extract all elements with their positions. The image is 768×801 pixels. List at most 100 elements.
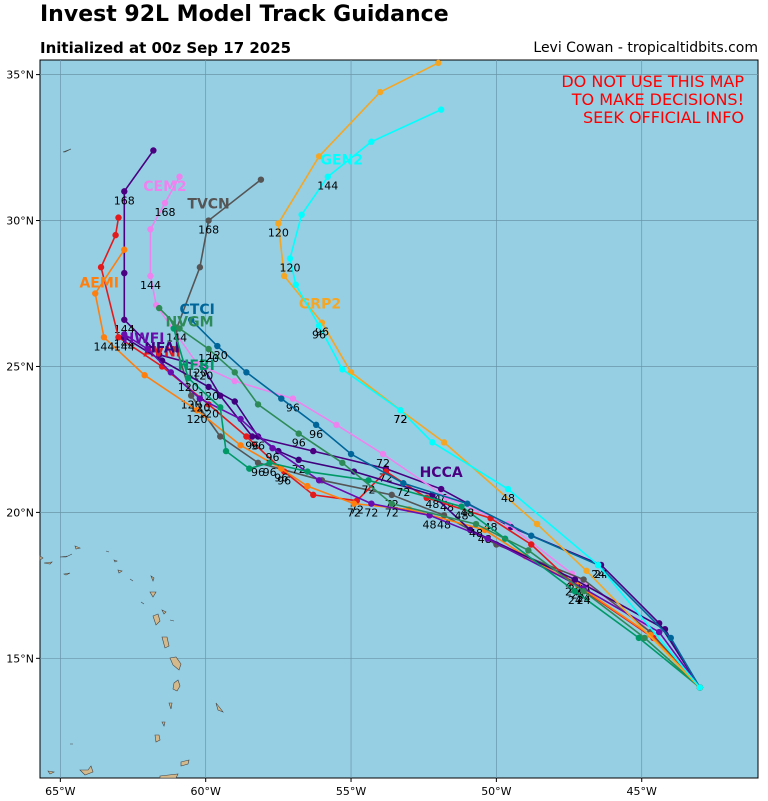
forecast-hour-label: 72 [376, 457, 390, 470]
lon-tick-label: 50°W [481, 785, 511, 798]
forecast-hour-label: 144 [140, 279, 161, 292]
track-point [121, 246, 128, 253]
lon-tick-label: 45°W [627, 785, 657, 798]
track-point [275, 220, 282, 227]
track-point [583, 567, 590, 574]
track-point [147, 226, 154, 233]
track-point [333, 421, 340, 429]
track-point [193, 360, 201, 367]
track-point [304, 482, 311, 490]
track-point [312, 421, 320, 429]
forecast-hour-label: 168 [198, 224, 219, 237]
credit: Levi Cowan - tropicaltidbits.com [533, 40, 758, 56]
model-label: HFBI [178, 358, 215, 374]
forecast-hour-label: 96 [312, 329, 326, 342]
model-tracks: 24 48 72 96 120 144 168 HCCA 24 48 72 96 120 144 168 CE… [79, 59, 704, 691]
track-point [655, 628, 663, 636]
track-point [315, 322, 323, 329]
track-gen2: 48 72 96 120 144 GEN2 [279, 106, 704, 691]
warning-text: DO NOT USE THIS MAP TO MAKE DECISIONS! S… [561, 72, 744, 127]
track-point [458, 503, 465, 510]
track-point [339, 366, 346, 373]
track-point [368, 500, 375, 507]
forecast-hour-label: 96 [251, 466, 265, 479]
track-point [289, 395, 297, 402]
track-point [298, 211, 305, 218]
track-point [429, 439, 436, 446]
track-point [278, 395, 285, 402]
track-point [231, 398, 238, 405]
track-point [100, 334, 108, 341]
lon-tick-label: 60°W [191, 785, 221, 798]
forecast-hour-label: 144 [114, 337, 135, 350]
track-point [115, 214, 122, 221]
track-point [310, 447, 317, 455]
forecast-hour-label: 48 [437, 518, 451, 531]
track-point [580, 576, 587, 583]
lat-tick-label: 30°N [6, 215, 34, 228]
track-point [112, 231, 119, 239]
track-point [365, 477, 372, 484]
model-label: GRP2 [299, 297, 341, 313]
track-point [571, 576, 579, 583]
track-point [435, 59, 442, 67]
forecast-hour-label: 120 [189, 402, 210, 415]
track-point [379, 450, 387, 458]
track-point [254, 459, 262, 466]
track-point [350, 500, 358, 507]
track-point [185, 374, 192, 382]
track-point [278, 465, 285, 472]
forecast-hour-label: 144 [114, 340, 135, 353]
track-point [533, 520, 541, 528]
track-point [571, 588, 579, 595]
track-point [246, 465, 253, 472]
warning-line-1: DO NOT USE THIS MAP [561, 72, 744, 91]
forecast-hour-label: 120 [186, 367, 207, 380]
track-point [231, 369, 238, 376]
forecast-hour-label: 96 [274, 472, 288, 485]
model-label: TVCN [187, 197, 229, 213]
forecast-hour-label: 48 [460, 507, 474, 520]
track-point [635, 634, 643, 642]
track-point [205, 345, 212, 353]
track-point [243, 369, 250, 376]
forecast-hour-label: 72 [393, 413, 407, 426]
track-point [121, 269, 128, 277]
track-point [292, 281, 300, 288]
track-point [286, 255, 294, 262]
track-point [155, 351, 163, 358]
track-point [217, 404, 224, 411]
lon-tick-label: 55°W [336, 785, 366, 798]
track-aemi: 24 48 72 96 120 144 AEMI [79, 246, 704, 691]
track-point [528, 541, 535, 548]
track-point [295, 456, 302, 464]
track-point [528, 532, 535, 539]
caribbean-islands [39, 148, 224, 779]
track-point [324, 173, 331, 180]
warning-line-2: TO MAKE DECISIONS! [571, 90, 744, 109]
track-point [150, 147, 157, 154]
track-point [368, 138, 375, 145]
track-point [696, 684, 704, 691]
track-point [504, 485, 512, 493]
forecast-hour-label: 96 [277, 475, 291, 488]
init-time: Initialized at 00z Sep 17 2025 [40, 39, 292, 57]
track-point [187, 316, 195, 323]
model-label: HWFI [123, 331, 165, 347]
track-cem2: 24 48 72 96 120 144 168 CEM2 [140, 173, 704, 691]
forecast-hour-label: 72 [347, 507, 361, 520]
track-point [170, 325, 177, 332]
forecast-hour-label: 96 [309, 428, 323, 441]
forecast-hour-label: 120 [198, 352, 219, 365]
track-point [254, 401, 262, 408]
track-point [147, 272, 154, 280]
track-point [315, 153, 323, 160]
track-point [484, 535, 491, 542]
lat-tick-label: 35°N [6, 69, 34, 82]
track-point [92, 290, 99, 297]
track-point [161, 199, 169, 207]
track-point [295, 430, 302, 437]
forecast-hour-label: 72 [385, 507, 399, 520]
track-point [176, 173, 183, 180]
track-point [310, 491, 317, 499]
